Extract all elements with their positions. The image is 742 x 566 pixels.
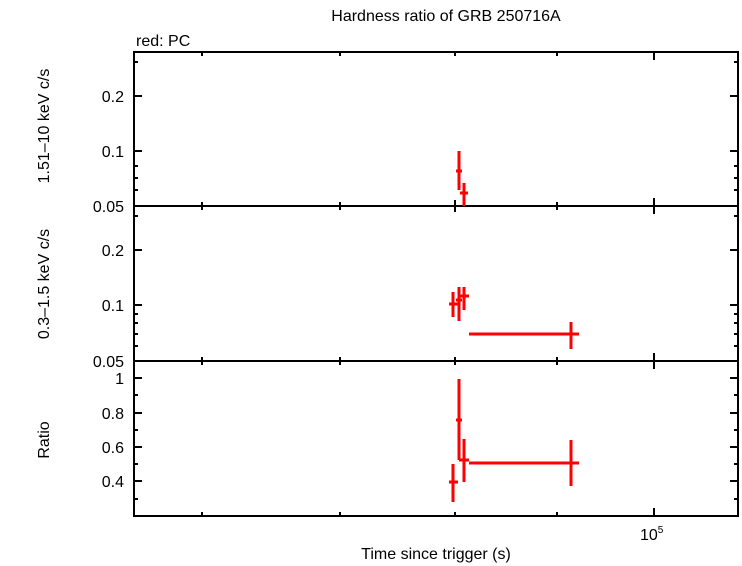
y-tick-soft-0.1: 0.1 bbox=[102, 298, 124, 315]
series-hard-pc bbox=[456, 151, 468, 206]
panel-ratio-frame bbox=[133, 360, 739, 517]
x-tick-1e5: 105 bbox=[640, 525, 664, 544]
y-tick-hard-0.1: 0.1 bbox=[102, 144, 124, 161]
y-tick-ratio-0.8: 0.8 bbox=[102, 406, 124, 423]
y-tick-soft-0.2: 0.2 bbox=[102, 243, 124, 260]
series-soft-pc bbox=[449, 287, 579, 349]
panel-frames bbox=[133, 51, 739, 517]
y-tick-ratio-0.4: 0.4 bbox=[102, 474, 124, 491]
chart-title: Hardness ratio of GRB 250716A bbox=[331, 8, 561, 25]
y-tick-ratio-0.6: 0.6 bbox=[102, 440, 124, 457]
panel-soft-frame bbox=[133, 205, 739, 362]
y-ticks bbox=[134, 61, 738, 500]
y-tick-soft-0.05: 0.05 bbox=[93, 354, 124, 371]
y-tick-hard-0.2: 0.2 bbox=[102, 89, 124, 106]
y-label-soft: 0.3–1.5 keV c/s bbox=[36, 229, 53, 339]
y-tick-hard-0.05: 0.05 bbox=[93, 199, 124, 216]
x-axis-label: Time since trigger (s) bbox=[361, 546, 511, 563]
y-label-ratio: Ratio bbox=[36, 421, 53, 458]
y-label-hard: 1.51–10 keV c/s bbox=[36, 69, 53, 184]
legend-label: red: PC bbox=[136, 33, 191, 50]
series-ratio-pc bbox=[449, 379, 579, 502]
y-tick-ratio-1: 1 bbox=[115, 371, 124, 388]
panel-hard-frame bbox=[133, 51, 739, 207]
x-ticks bbox=[201, 52, 655, 516]
